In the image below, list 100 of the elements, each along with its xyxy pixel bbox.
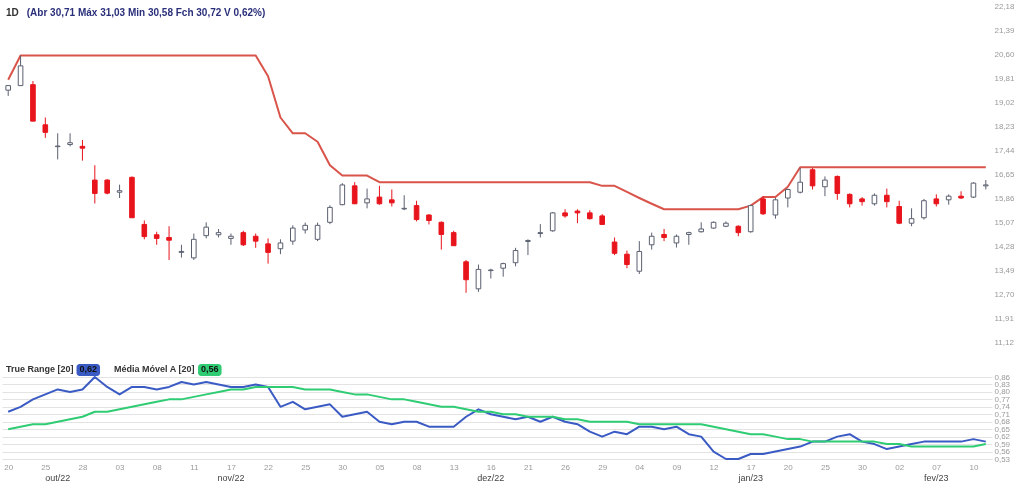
candlestick [463,259,469,294]
candlestick [921,198,927,221]
x-tick-label: 13 [449,462,460,472]
y-tick-label: 11,91 [994,313,1015,323]
y-tick-label: 0,56 [994,447,1011,457]
y-tick-label: 0,71 [994,409,1011,419]
candlestick [859,196,865,207]
x-tick-label: 30 [338,462,348,472]
x-tick-label: 25 [301,462,311,472]
candlestick [525,238,531,256]
x-tick-label: 17 [226,462,237,472]
candlestick [822,175,828,197]
legend-label: Média Móvel A [20] [114,364,195,374]
candlestick [141,219,148,240]
candlestick [327,204,333,225]
x-tick-label: 17 [746,462,757,472]
legend-label: True Range [20] [6,364,74,374]
x-tick-label: 04 [635,462,645,472]
y-tick-label: 12,70 [994,289,1016,299]
y-tick-label: 21,39 [994,25,1016,35]
chart-title: 1D [6,7,19,18]
candlestick [314,222,321,242]
x-tick-label: 03 [115,462,126,472]
candlestick [92,164,98,204]
y-tick-label: 0,86 [994,372,1011,382]
y-tick-label: 0,68 [994,417,1011,427]
y-tick-label: 14,28 [994,241,1016,251]
candlestick [42,116,49,139]
candlestick [79,139,86,162]
candlestick [54,132,61,160]
text: jan/23 [737,473,763,483]
candlestick [884,188,890,208]
candlestick [364,188,370,209]
candlestick [228,233,234,246]
candlestick [351,181,358,205]
candlestick [17,55,24,87]
candlestick [636,240,643,275]
x-tick-label: 21 [523,462,534,472]
text: dez/22 [477,473,505,483]
candlestick [661,228,667,242]
candlestick [166,225,172,261]
candlestick [191,233,197,261]
x-tick-label: 08 [412,462,423,472]
y-tick-label: 20,60 [994,49,1016,59]
x-tick-label: 22 [264,462,274,472]
candlestick [809,167,816,190]
y-tick-label: 19,02 [994,97,1016,107]
y-tick-label: 19,81 [994,73,1016,83]
candlestick [413,200,420,222]
x-tick-label: 29 [598,462,608,472]
x-tick-label: 02 [895,462,905,472]
y-tick-label: 0,62 [994,432,1011,442]
text: fev/23 [924,473,949,483]
y-tick-label: 0,53 [994,454,1011,464]
text: 0,62 [79,364,98,374]
x-tick-label: 09 [672,462,682,472]
y-tick-label: 0,83 [994,379,1011,389]
candlestick [67,132,73,147]
line-series [7,385,987,448]
y-tick-label: 0,77 [994,394,1011,404]
x-tick-label: 20 [783,462,794,472]
y-tick-label: 13,49 [994,265,1016,275]
text: out/22 [45,473,71,483]
x-tick-label: 16 [486,462,497,472]
annotation: (Abr 30,71 Máx 31,03 Min 30,58 Fch 30,72 V 0,62%) [26,7,266,18]
x-tick-label: 20 [4,462,14,472]
candlestick [772,197,779,220]
x-tick-label: 28 [78,462,88,472]
x-tick-label: 26 [561,462,571,472]
candlestick [265,237,271,265]
y-tick-label: 15,86 [994,193,1016,203]
x-tick-label: 08 [152,462,163,472]
y-tick-label: 0,65 [994,424,1011,434]
x-tick-label: 10 [969,462,979,472]
candlestick [290,224,296,246]
x-tick-label: 25 [41,462,51,472]
candlestick [797,167,803,194]
text: nov/22 [217,473,245,483]
x-tick-label: 11 [190,462,200,472]
candlestick [958,190,964,200]
x-tick-label: 30 [858,462,868,472]
y-tick-label: 17,44 [994,145,1016,155]
candlestick [834,175,841,201]
candlestick [512,247,519,267]
y-tick-label: 0,74 [994,402,1011,412]
x-tick-label: 12 [709,462,720,472]
candlestick [475,264,482,293]
candlestick [760,195,766,216]
candlestick [438,220,445,251]
y-tick-label: 16,65 [994,169,1016,179]
candlestick [376,185,383,206]
y-tick-label: 18,23 [994,121,1016,131]
y-tick-label: 22,18 [994,1,1016,11]
x-tick-label: 05 [375,462,385,472]
y-tick-label: 15,07 [994,217,1016,227]
x-tick-label: 25 [820,462,831,472]
text: 0,56 [201,364,219,374]
x-tick-label: 07 [932,462,942,472]
y-tick-label: 11,12 [994,337,1015,347]
y-tick-label: 0,59 [994,439,1011,449]
